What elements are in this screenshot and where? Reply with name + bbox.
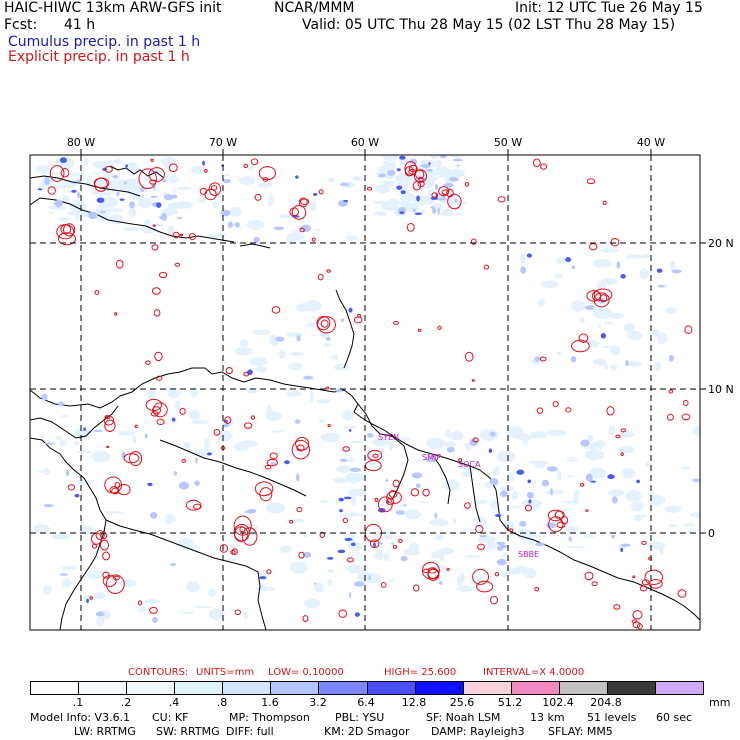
lat-lon-grid: [30, 155, 700, 630]
model-info-item: SFLAY: MM5: [548, 725, 613, 738]
colorbar-label: 3.2: [309, 696, 327, 709]
colorbar-swatch: [270, 682, 319, 694]
colorbar-swatch: [78, 682, 127, 694]
contours-low: LOW= 0.10000: [268, 667, 344, 678]
colorbar-label: .4: [168, 696, 180, 709]
model-info-item: LW: RRTMG: [74, 725, 136, 738]
station-sbbe: SBBE: [518, 550, 539, 559]
lat-label-10n: 10 N: [708, 383, 734, 396]
contours-high: HIGH= 25.600: [384, 667, 457, 678]
contours-label: CONTOURS:: [128, 667, 189, 678]
colorbar-swatch: [510, 682, 559, 694]
org-label: NCAR/MMM: [274, 0, 355, 16]
lat-label-20n: 20 N: [708, 237, 734, 250]
lon-label-50w: 50 W: [494, 136, 522, 149]
colorbar-label: 51.2: [497, 696, 523, 709]
colorbar-label: 1.6: [261, 696, 279, 709]
model-info-item: SW: RRTMG: [156, 725, 220, 738]
colorbar-label: .1: [72, 696, 84, 709]
fcst-label: Fcst:: [4, 17, 38, 33]
colorbar-label: 204.8: [590, 696, 622, 709]
colorbar-swatch: [222, 682, 271, 694]
explicit-precip-contours: [47, 158, 693, 630]
lat-label-eq: 0: [708, 527, 715, 540]
model-info-item: KM: 2D Smagor: [324, 725, 410, 738]
colorbar-swatch: [174, 682, 223, 694]
model-info-item: SF: Noah LSM: [426, 711, 501, 724]
colorbar-swatch: [414, 682, 463, 694]
fcst-value: 41 h: [64, 17, 96, 33]
colorbar-label: 25.6: [449, 696, 475, 709]
model-info-item: MP: Thompson: [229, 711, 310, 724]
colorbar-swatch: [318, 682, 367, 694]
colorbar-swatch: [462, 682, 511, 694]
station-smjp: SMJP: [422, 453, 441, 462]
colorbar-label: 12.8: [401, 696, 427, 709]
colorbar-label: .8: [216, 696, 228, 709]
model-info-item: Model Info: V3.6.1: [30, 711, 131, 724]
model-info-item: DAMP: Rayleigh3: [431, 725, 525, 738]
colorbar-swatch: [126, 682, 175, 694]
lon-label-80w: 80 W: [67, 136, 95, 149]
station-soca: SOCA: [458, 460, 481, 469]
model-info-item: 51 levels: [587, 711, 637, 724]
model-info-item: CU: KF: [152, 711, 189, 724]
colorbar-swatch: [606, 682, 656, 694]
colorbar: [30, 681, 704, 695]
cumulus-shading-mid: [41, 155, 700, 623]
lon-label-60w: 60 W: [351, 136, 379, 149]
init-time: Init: 12 UTC Tue 26 May 15: [515, 0, 703, 16]
colorbar-swatch: [31, 682, 79, 694]
station-syen: SYEN: [378, 433, 399, 442]
colorbar-swatch: [366, 682, 415, 694]
colorbar-label: 102.4: [542, 696, 574, 709]
model-title: HAIC-HIWC 13km ARW-GFS init: [4, 0, 222, 16]
lon-label-40w: 40 W: [637, 136, 665, 149]
model-info-item: PBL: YSU: [335, 711, 385, 724]
colorbar-label: 6.4: [357, 696, 375, 709]
colorbar-swatch: [558, 682, 607, 694]
cumulus-legend: Cumulus precip. in past 1 h: [8, 34, 201, 50]
colorbar-unit: mm: [709, 696, 731, 709]
model-info-item: 60 sec: [656, 711, 693, 724]
model-info-item: DIFF: full: [226, 725, 274, 738]
valid-time: Valid: 05 UTC Thu 28 May 15 (02 LST Thu …: [302, 17, 676, 33]
explicit-legend: Explicit precip. in past 1 h: [8, 49, 190, 65]
contours-interval: INTERVAL=X 4.0000: [483, 667, 585, 678]
model-info-item: 13 km: [530, 711, 565, 724]
colorbar-label: .2: [120, 696, 132, 709]
contours-units: UNITS=mm: [196, 667, 255, 678]
lon-label-70w: 70 W: [209, 136, 237, 149]
colorbar-swatch: [655, 682, 704, 694]
